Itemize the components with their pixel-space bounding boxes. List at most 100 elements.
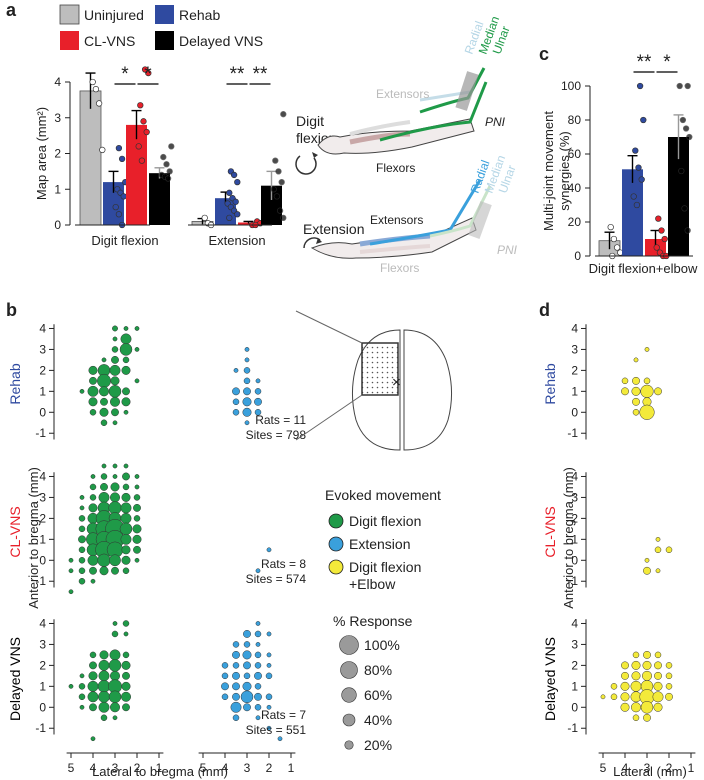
- data-point: [143, 128, 150, 136]
- map-site: [98, 701, 110, 713]
- map-site: [120, 533, 132, 545]
- map-site: [621, 387, 629, 396]
- map-site: [110, 396, 120, 407]
- map-site: [244, 420, 250, 426]
- map-site: [639, 404, 655, 420]
- y-tick-label: 1: [54, 182, 61, 196]
- sites-label: Sites = 574: [246, 572, 307, 586]
- y-tick-label: 1: [571, 679, 578, 693]
- y-tick-label: -1: [35, 721, 46, 735]
- map-site: [610, 693, 618, 701]
- y-tick-label: 1: [571, 532, 578, 546]
- significance-label: *: [144, 64, 152, 85]
- y-tick-label: -1: [35, 574, 46, 588]
- data-point: [273, 193, 281, 200]
- zoom-line-top: [295, 310, 363, 344]
- y-tick-label: 3: [571, 342, 578, 356]
- panel-letter-d: d: [539, 300, 550, 320]
- y-tick-label: 100: [561, 79, 581, 93]
- map-site: [265, 672, 273, 680]
- map-site: [121, 681, 131, 691]
- data-point: [676, 82, 683, 90]
- map-site: [654, 671, 662, 680]
- map-site: [277, 736, 283, 742]
- map-site: [98, 491, 110, 503]
- map-site: [101, 357, 107, 363]
- digit-flexion-flexors-label: Flexors: [376, 161, 415, 175]
- map-site: [642, 660, 652, 670]
- map-site: [643, 713, 651, 722]
- y-tick-label: 2: [39, 511, 46, 525]
- y-tick-label: 2: [571, 511, 578, 525]
- map-site: [254, 651, 262, 659]
- zoom-line-bottom: [295, 394, 363, 441]
- significance-label: **: [637, 52, 652, 73]
- map-site: [79, 505, 85, 511]
- rats-label: Rats = 7: [261, 708, 306, 722]
- map-site: [97, 373, 111, 388]
- data-point: [270, 186, 277, 193]
- data-point: [201, 214, 208, 222]
- map-site: [119, 343, 133, 356]
- map-site: [665, 662, 673, 669]
- map-site: [123, 631, 129, 637]
- map-site: [243, 703, 251, 712]
- map-site: [88, 671, 98, 681]
- y-tick-label: 60: [568, 147, 582, 161]
- map-site: [643, 377, 651, 385]
- row-label-d-1: CL-VNS: [542, 506, 558, 557]
- map-site: [99, 566, 109, 576]
- x-tick-label: 3: [644, 761, 651, 775]
- bar-delayed-vns: [668, 137, 689, 256]
- evoked-label-combo: Digit flexion: [349, 559, 421, 575]
- map-site: [244, 347, 250, 352]
- map-site: [644, 347, 650, 352]
- digit-flexion-extensors-label: Extensors: [376, 87, 429, 101]
- data-point: [635, 164, 642, 171]
- map-site: [132, 524, 142, 534]
- map-site: [78, 525, 86, 533]
- map-site: [254, 683, 262, 690]
- map-site: [78, 515, 86, 522]
- category-label: Digit flexion: [91, 233, 158, 248]
- y-tick-label: 2: [39, 363, 46, 377]
- map-site: [111, 355, 119, 364]
- map-site: [89, 483, 97, 491]
- x-tick-label: 4: [90, 761, 97, 775]
- map-site: [123, 326, 129, 331]
- data-point: [226, 214, 233, 222]
- map-site: [123, 409, 129, 415]
- data-point: [135, 143, 142, 150]
- data-point: [633, 201, 641, 209]
- map-site: [232, 662, 240, 669]
- map-site: [665, 546, 673, 554]
- map-y-axis-title: Anterior to bregma (mm): [26, 467, 41, 609]
- map-site: [243, 661, 251, 670]
- map-site: [112, 463, 118, 469]
- evoked-swatch-digit: [328, 513, 344, 529]
- y-tick-label: 0: [39, 553, 46, 567]
- map-site: [265, 693, 273, 701]
- data-point: [661, 235, 668, 243]
- data-point: [658, 227, 665, 234]
- map-site: [101, 463, 107, 469]
- map-site: [111, 630, 119, 638]
- data-point: [163, 161, 170, 168]
- x-tick-label: 5: [200, 761, 207, 775]
- y-tick-label: 0: [571, 405, 578, 419]
- map-site: [120, 502, 132, 514]
- map-site: [655, 536, 661, 542]
- map-site: [232, 641, 240, 648]
- map-site: [654, 661, 662, 670]
- map-site: [221, 682, 229, 691]
- legend-label-clvns: CL-VNS: [84, 33, 135, 49]
- map-site: [100, 714, 108, 722]
- data-point: [686, 133, 693, 141]
- map-site: [110, 492, 120, 503]
- map-site: [89, 376, 97, 385]
- data-point: [234, 211, 241, 218]
- x-tick-label: 3: [244, 761, 251, 775]
- map-site: [79, 388, 85, 394]
- y-tick-label: 2: [39, 658, 46, 672]
